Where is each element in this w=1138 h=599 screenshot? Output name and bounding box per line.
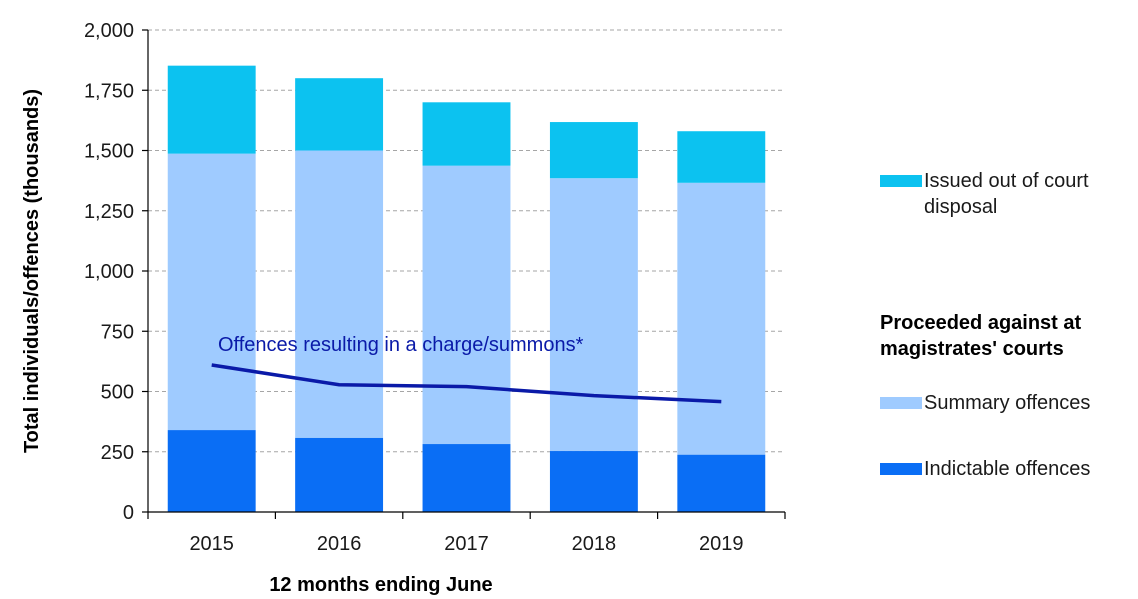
- legend-label-out-of-court: Issued out of court disposal: [924, 170, 1089, 218]
- x-tick-label: 2018: [572, 533, 617, 555]
- charge-summons-line: [211, 363, 722, 404]
- bar-summary-offences-2018: [549, 178, 638, 452]
- legend-label-indictable: Indictable offences: [924, 458, 1091, 480]
- charge-summons-line-label: Offences resulting in a charge/summons*: [218, 334, 584, 356]
- x-axis-ticks: 2015 2016 2017 2018 2019: [147, 512, 786, 555]
- y-tick-label: 250: [101, 442, 134, 464]
- bar-indictable-offences-2017: [422, 444, 511, 512]
- y-axis-ticks: 0 250 500 750 1,000 1,250 1,500 1,750 2,000: [84, 20, 148, 524]
- x-axis-label: 12 months ending June: [269, 574, 492, 596]
- y-tick-label: 750: [101, 321, 134, 343]
- bar-summary-offences-2017: [422, 165, 511, 445]
- legend-swatch-out-of-court: [880, 175, 922, 187]
- bar-group: [167, 65, 766, 512]
- legend-item-out-of-court: Issued out of court disposal: [880, 168, 1134, 220]
- y-tick-label: 500: [101, 382, 134, 404]
- stacked-bar-chart: 0 250 500 750 1,000 1,250 1,500 1,750 2,000 2015…: [21, 20, 786, 596]
- bar-indictable-offences-2018: [549, 451, 638, 512]
- legend-swatch-indictable: [880, 463, 922, 475]
- bar-summary-offences-2016: [295, 150, 384, 438]
- bar-issued-out-of-court-disposal-2015: [167, 65, 256, 154]
- x-tick-label: 2015: [189, 533, 234, 555]
- legend-swatch-summary: [880, 397, 922, 409]
- bar-indictable-offences-2016: [295, 437, 384, 512]
- bar-summary-offences-2015: [167, 153, 256, 431]
- legend: Issued out of court disposal Proceeded a…: [880, 0, 1138, 599]
- y-tick-label: 2,000: [84, 20, 134, 42]
- bar-issued-out-of-court-disposal-2018: [549, 122, 638, 179]
- y-axis-label: Total individuals/offences (thousands): [21, 89, 43, 453]
- y-tick-label: 0: [123, 502, 134, 524]
- bar-indictable-offences-2019: [677, 454, 766, 512]
- legend-label-summary: Summary offences: [924, 392, 1091, 414]
- y-tick-label: 1,500: [84, 141, 134, 163]
- legend-item-indictable: Indictable offences: [880, 456, 1090, 482]
- x-tick-label: 2017: [444, 533, 489, 555]
- bar-issued-out-of-court-disposal-2017: [422, 102, 511, 166]
- legend-heading-magistrates: Proceeded against at magistrates' courts: [880, 312, 1082, 360]
- x-tick-label: 2016: [317, 533, 362, 555]
- legend-item-summary: Summary offences: [880, 390, 1090, 416]
- x-tick-label: 2019: [699, 533, 744, 555]
- bar-issued-out-of-court-disposal-2016: [295, 78, 384, 151]
- bar-issued-out-of-court-disposal-2019: [677, 131, 766, 183]
- bar-indictable-offences-2015: [167, 430, 256, 512]
- bar-summary-offences-2019: [677, 182, 766, 455]
- y-tick-label: 1,000: [84, 261, 134, 283]
- y-tick-label: 1,250: [84, 201, 134, 223]
- y-tick-label: 1,750: [84, 80, 134, 102]
